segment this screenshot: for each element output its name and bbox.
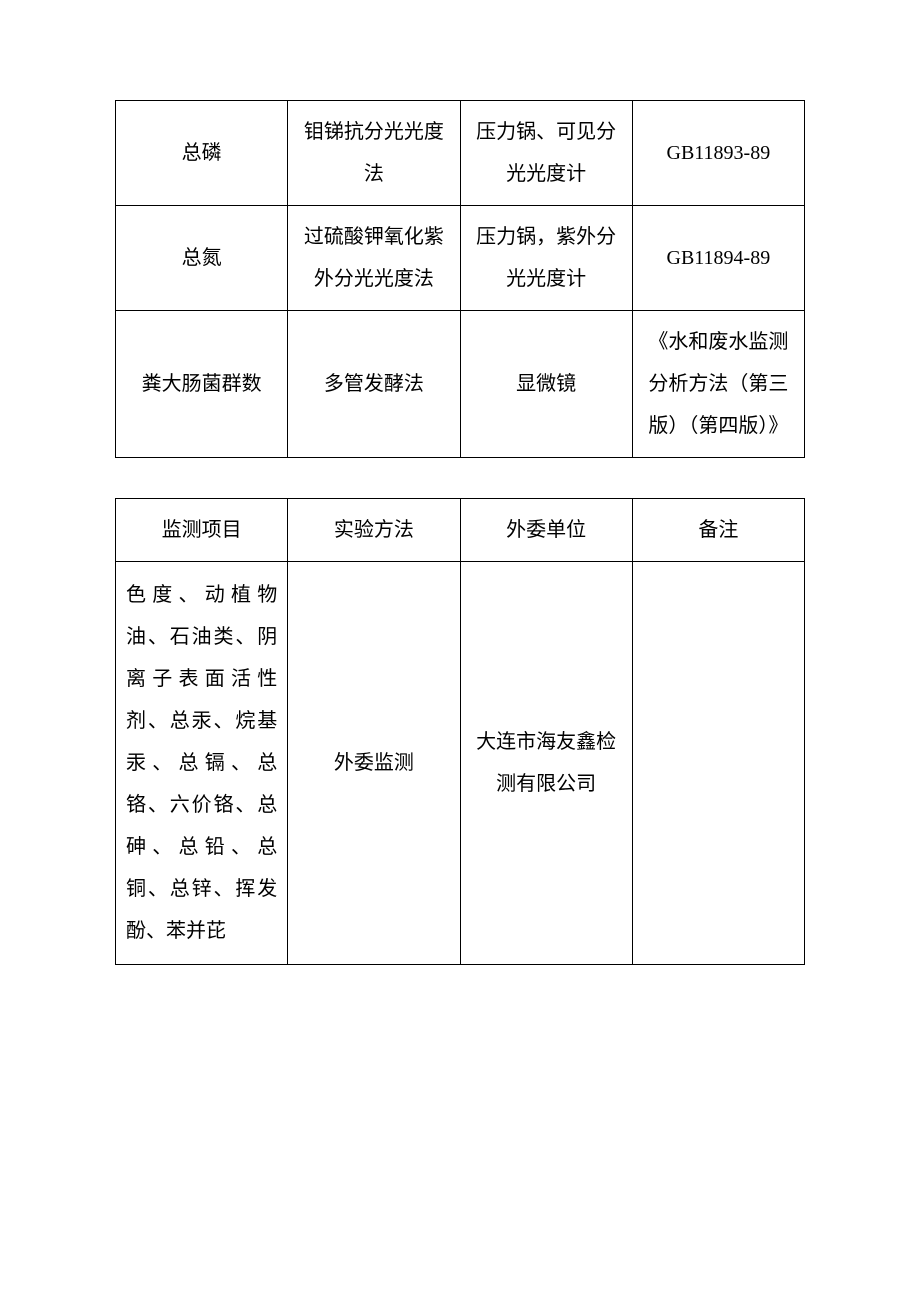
header-method: 实验方法 bbox=[288, 499, 460, 562]
table-row: 色度、动植物油、石油类、阴离子表面活性剂、总汞、烷基汞、总镉、总铬、六价铬、总砷… bbox=[116, 562, 805, 965]
cell-method: 多管发酵法 bbox=[288, 311, 460, 458]
cell-equipment: 压力锅，紫外分光光度计 bbox=[460, 206, 632, 311]
cell-item: 粪大肠菌群数 bbox=[116, 311, 288, 458]
table-1: 总磷 钼锑抗分光光度法 压力锅、可见分光光度计 GB11893-89 总氮 过硫… bbox=[115, 100, 805, 458]
cell-item: 色度、动植物油、石油类、阴离子表面活性剂、总汞、烷基汞、总镉、总铬、六价铬、总砷… bbox=[116, 562, 288, 965]
table-row: 总氮 过硫酸钾氧化紫外分光光度法 压力锅，紫外分光光度计 GB11894-89 bbox=[116, 206, 805, 311]
table-row: 粪大肠菌群数 多管发酵法 显微镜 《水和废水监测分析方法（第三版）（第四版）》 bbox=[116, 311, 805, 458]
header-item: 监测项目 bbox=[116, 499, 288, 562]
header-unit: 外委单位 bbox=[460, 499, 632, 562]
header-remark: 备注 bbox=[632, 499, 804, 562]
table-2: 监测项目 实验方法 外委单位 备注 色度、动植物油、石油类、阴离子表面活性剂、总… bbox=[115, 498, 805, 965]
cell-remark bbox=[632, 562, 804, 965]
cell-standard: GB11893-89 bbox=[632, 101, 804, 206]
cell-unit: 大连市海友鑫检测有限公司 bbox=[460, 562, 632, 965]
cell-equipment: 压力锅、可见分光光度计 bbox=[460, 101, 632, 206]
cell-method: 钼锑抗分光光度法 bbox=[288, 101, 460, 206]
cell-method: 过硫酸钾氧化紫外分光光度法 bbox=[288, 206, 460, 311]
cell-standard: GB11894-89 bbox=[632, 206, 804, 311]
cell-item: 总氮 bbox=[116, 206, 288, 311]
cell-item: 总磷 bbox=[116, 101, 288, 206]
table-header-row: 监测项目 实验方法 外委单位 备注 bbox=[116, 499, 805, 562]
cell-method: 外委监测 bbox=[288, 562, 460, 965]
cell-equipment: 显微镜 bbox=[460, 311, 632, 458]
table-row: 总磷 钼锑抗分光光度法 压力锅、可见分光光度计 GB11893-89 bbox=[116, 101, 805, 206]
cell-standard: 《水和废水监测分析方法（第三版）（第四版）》 bbox=[632, 311, 804, 458]
